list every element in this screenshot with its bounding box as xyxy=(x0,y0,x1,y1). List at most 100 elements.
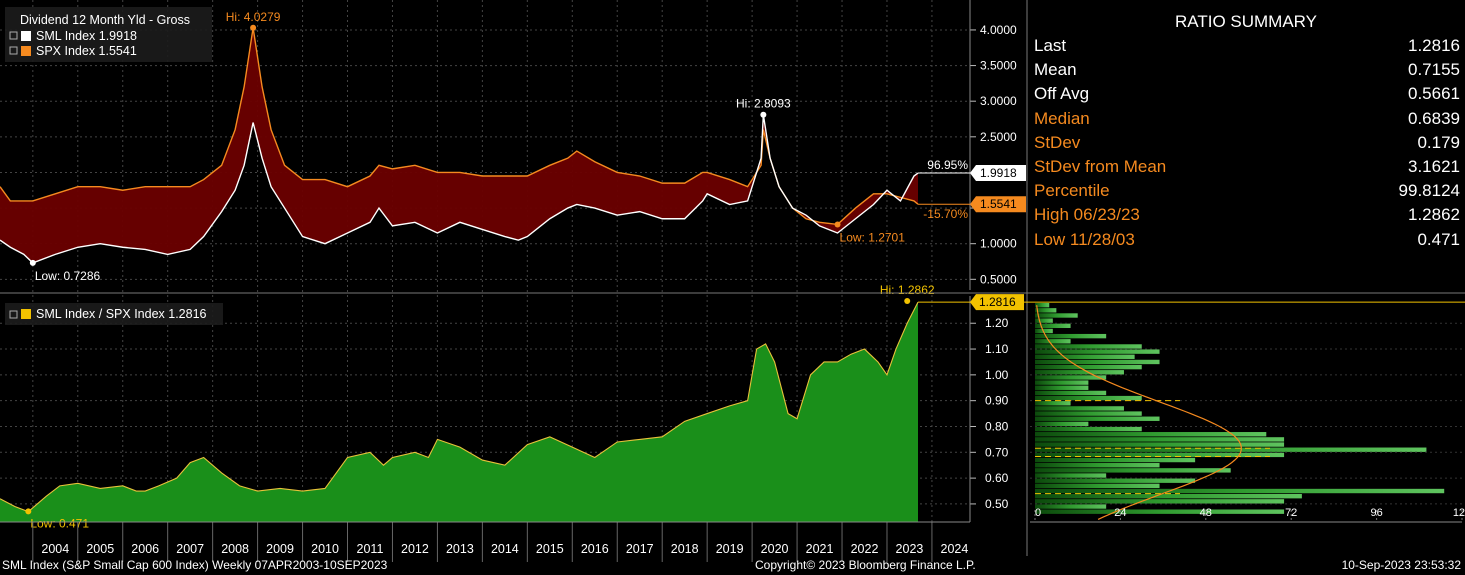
x-tick-label: 2017 xyxy=(626,542,654,556)
y-tick-label: 0.50 xyxy=(985,497,1009,511)
x-tick-label: 2006 xyxy=(131,542,159,556)
last-value-text: 1.5541 xyxy=(980,197,1017,211)
x-tick-label: 2024 xyxy=(941,542,969,556)
low-annotation: Low: 1.2701 xyxy=(840,230,906,244)
x-tick-label: 2014 xyxy=(491,542,519,556)
low-marker xyxy=(29,259,36,266)
summary-row: Last 1.2816 xyxy=(1034,36,1460,60)
legend-swatch xyxy=(21,309,31,319)
histogram-panel: 0 24 48 72 96 120 xyxy=(1030,302,1465,523)
legend-label: SPX Index 1.5541 xyxy=(36,44,137,58)
hist-x-tick-label: 48 xyxy=(1200,507,1212,519)
axes: 2004 2005 2006 2007 2008 2009 2010 2011 2012 2013… xyxy=(0,0,1465,562)
histogram-bar xyxy=(1035,432,1267,437)
legend-label: SML Index / SPX Index 1.2816 xyxy=(36,307,207,321)
x-tick-label: 2020 xyxy=(761,542,789,556)
histogram-bar xyxy=(1035,411,1142,416)
low-marker xyxy=(25,508,32,515)
summary-row-label: Off Avg xyxy=(1034,84,1090,104)
legend-label: SML Index 1.9918 xyxy=(36,29,137,43)
hi-annotation: Hi: 2.8093 xyxy=(736,97,791,111)
expand-toggle-icon xyxy=(9,46,18,55)
low-annotation: Low: 0.7286 xyxy=(35,269,101,283)
histogram-bar xyxy=(1035,499,1285,504)
summary-row-label: High 06/23/23 xyxy=(1034,205,1140,225)
histogram-bar xyxy=(1035,421,1089,427)
histogram-bar xyxy=(1035,452,1285,458)
x-tick-label: 2016 xyxy=(581,542,609,556)
summary-row-label: Last xyxy=(1034,36,1067,55)
x-tick-label: 2021 xyxy=(806,542,834,556)
hi-annotation: Hi: 1.2862 xyxy=(880,283,935,297)
legend-swatch xyxy=(21,46,31,56)
summary-row-value: 1.2862 xyxy=(1408,205,1460,225)
x-tick-label: 2005 xyxy=(86,542,114,556)
legend-swatch xyxy=(21,31,31,41)
hi-marker xyxy=(760,111,767,118)
histogram-bar xyxy=(1035,395,1142,401)
histogram-bar xyxy=(1035,308,1057,313)
bottom-panel-plot: Hi: 1.2862 Low: 0.471 xyxy=(0,283,935,530)
hi-annotation: Hi: 4.0279 xyxy=(226,10,281,24)
histogram-bar xyxy=(1035,416,1160,421)
histogram-bar xyxy=(1035,406,1124,411)
legend-title: Dividend 12 Month Yld - Gross xyxy=(20,13,190,27)
summary-row-label: Low 11/28/03 xyxy=(1034,229,1135,249)
normal-distribution-curve xyxy=(1036,305,1242,520)
summary-row-label: Mean xyxy=(1034,60,1077,80)
histogram-bar xyxy=(1035,426,1142,432)
hist-x-tick-label: 72 xyxy=(1285,507,1297,519)
histogram-bar xyxy=(1035,447,1427,452)
histogram-bar xyxy=(1035,380,1089,385)
summary-row-value: 99.8124 xyxy=(1398,181,1460,201)
histogram-bar xyxy=(1035,375,1107,380)
histogram-bar xyxy=(1035,359,1160,365)
change-annotation: 96.95% xyxy=(927,158,968,172)
change-annotation: -15.70% xyxy=(923,207,968,221)
summary-row: StDev from Mean 3.1621 xyxy=(1034,157,1460,181)
summary-row-value: 0.6839 xyxy=(1408,108,1460,128)
histogram-bar xyxy=(1035,401,1071,406)
legend-background xyxy=(5,7,212,62)
x-tick-label: 2009 xyxy=(266,542,294,556)
ratio-summary-panel: RATIO SUMMARY Last 1.2816 Mean 0.7155 Off Av… xyxy=(1030,8,1462,288)
hi-marker xyxy=(250,24,257,31)
summary-row-value: 0.5661 xyxy=(1408,84,1460,104)
histogram-bar xyxy=(1035,339,1071,344)
histogram-bar xyxy=(1035,493,1302,499)
histogram-bar xyxy=(1035,442,1285,447)
top-panel-plot: Hi: 4.0279 Low: 0.7286 Hi: 2.8093 Low: 1.27… xyxy=(0,10,968,283)
summary-row: Low 11/28/03 0.471 xyxy=(1034,230,1460,254)
hist-x-tick-label: 24 xyxy=(1114,507,1126,519)
summary-row: Mean 0.7155 xyxy=(1034,60,1460,84)
y-tick-label: 2.5000 xyxy=(980,130,1017,144)
y-tick-label: 0.5000 xyxy=(980,272,1017,286)
footer-security-info: SML Index (S&P Small Cap 600 Index) Week… xyxy=(2,558,388,572)
summary-row-value: 3.1621 xyxy=(1408,157,1460,176)
summary-row: Percentile 99.8124 xyxy=(1034,181,1460,205)
y-tick-label: 4.0000 xyxy=(980,23,1017,37)
summary-row-value: 0.471 xyxy=(1417,229,1460,249)
histogram-bar xyxy=(1035,504,1107,509)
histogram-bar xyxy=(1035,354,1135,359)
last-value-tag xyxy=(970,165,1026,182)
histogram-bar xyxy=(1035,318,1053,323)
histogram-bar xyxy=(1035,328,1053,334)
last-value-tag xyxy=(970,294,1024,311)
hist-x-tick-label: 120 xyxy=(1453,507,1465,519)
x-tick-label: 2004 xyxy=(41,542,69,556)
histogram-bar xyxy=(1035,437,1285,442)
footer-timestamp: 10-Sep-2023 23:53:32 xyxy=(1341,558,1461,572)
y-tick-label: 0.90 xyxy=(985,394,1009,408)
histogram-bar xyxy=(1035,468,1231,473)
ratio-area-fill xyxy=(0,302,918,522)
histogram-bar xyxy=(1035,370,1124,375)
x-tick-label: 2018 xyxy=(671,542,699,556)
bottom-legend: SML Index / SPX Index 1.2816 xyxy=(5,303,223,325)
y-tick-label: 1.20 xyxy=(985,316,1009,330)
histogram-bar xyxy=(1035,344,1142,349)
summary-row-value: 1.2816 xyxy=(1408,36,1460,55)
summary-row-label: Percentile xyxy=(1034,181,1110,201)
histogram-bar xyxy=(1035,385,1089,390)
summary-row: StDev 0.179 xyxy=(1034,133,1460,157)
